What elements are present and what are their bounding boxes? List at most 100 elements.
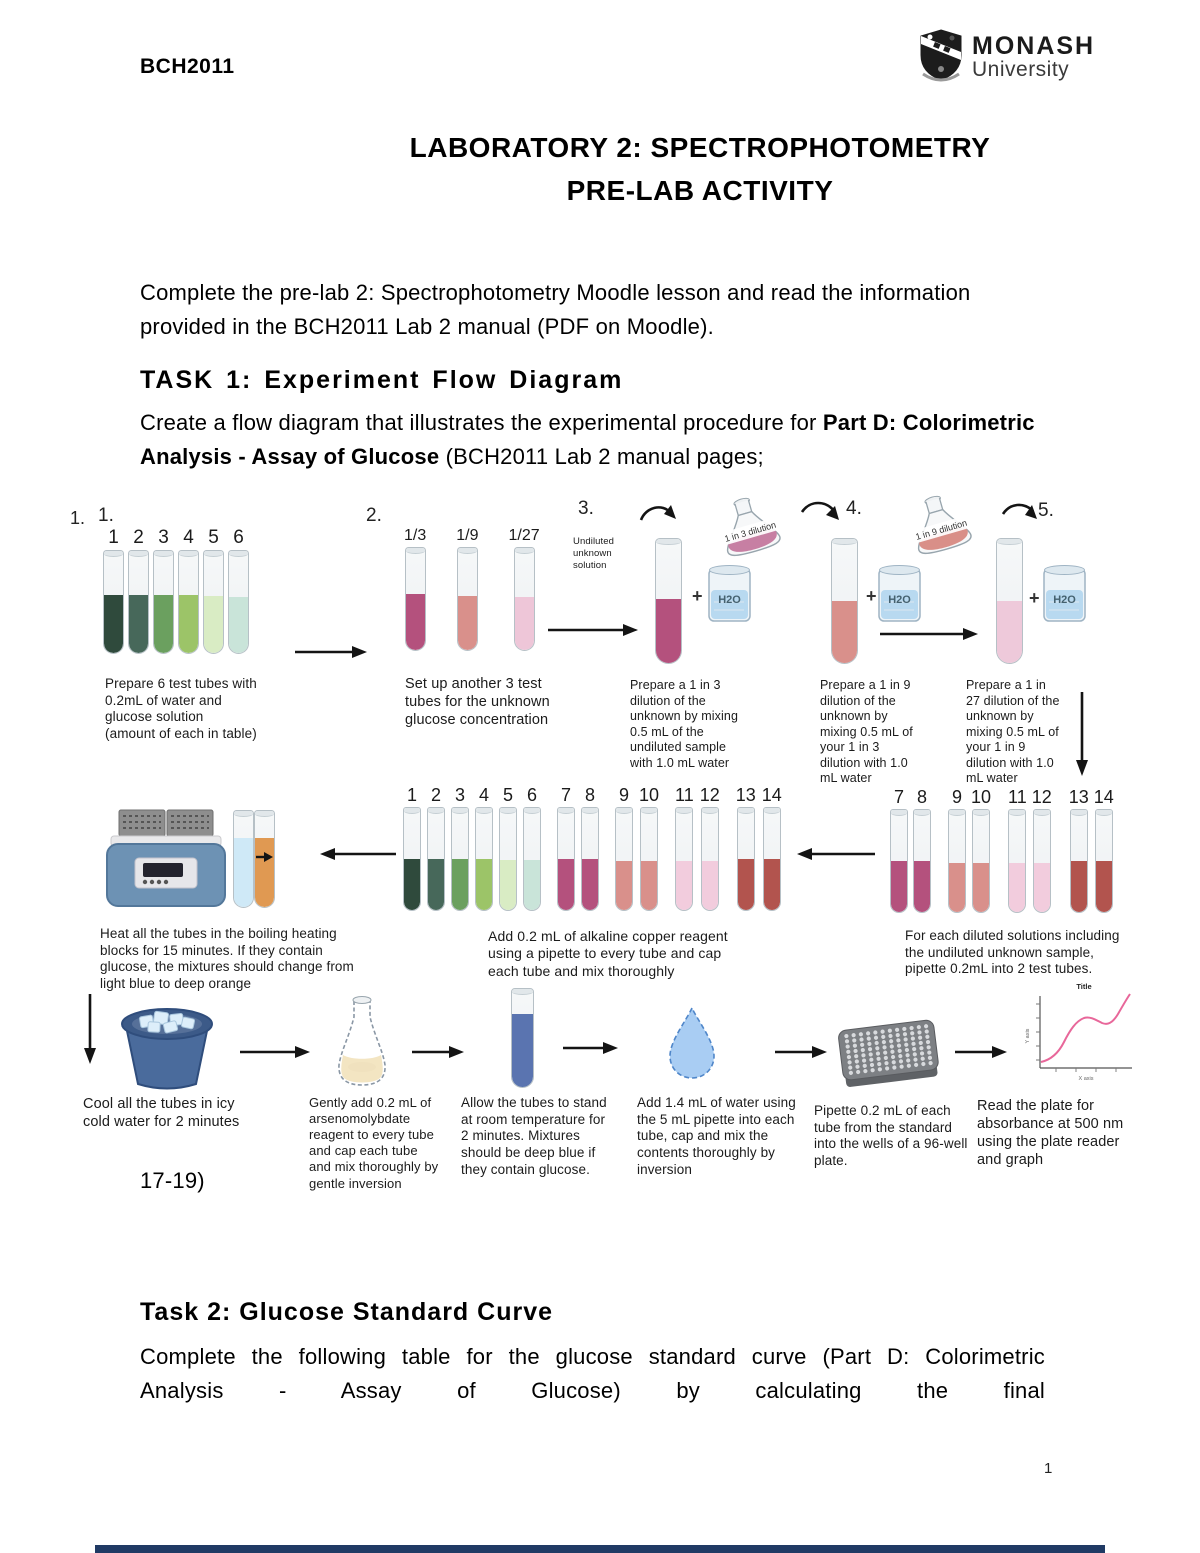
test-tube: 10 <box>971 788 991 913</box>
step2-tube-rack: 1/3 1/9 1/27 <box>404 528 540 651</box>
step3-number: 3. <box>578 498 594 519</box>
test-tube: 3 <box>153 528 174 654</box>
plate-caption: Pipette 0.2 mL of each tube from the sta… <box>814 1103 968 1169</box>
page-number: 1 <box>1044 1460 1053 1477</box>
shield-icon <box>918 28 964 87</box>
test-tube-label: 2 <box>430 785 441 805</box>
undiluted-unknown-label: Undiluted unknown solution <box>573 536 615 571</box>
task1-body-prefix: Create a flow diagram that illustrates t… <box>140 410 823 435</box>
test-tube: 5 <box>499 786 517 911</box>
arrow-right-icon <box>256 850 273 868</box>
test-tube: 1/3 <box>404 528 426 651</box>
test-tube-label: 8 <box>916 787 927 807</box>
test-tube: 1/9 <box>456 527 479 651</box>
step3-tube <box>655 538 682 664</box>
task1-body-bold: Part D: Colorimetric Analysis - Assay of… <box>140 410 1035 470</box>
test-tube: 1/27 <box>509 528 540 651</box>
test-tube-label: 1/3 <box>404 527 427 544</box>
logo-subname: University <box>972 57 1070 81</box>
test-tube: 13 <box>736 786 756 911</box>
test-tube-label: 10 <box>639 785 660 805</box>
arrow-right-icon <box>295 644 367 665</box>
step1-number: 1. <box>98 505 114 526</box>
test-tube: 6 <box>228 528 249 654</box>
arrow-right-icon <box>955 1044 1007 1065</box>
test-tube: 12 <box>1032 788 1052 913</box>
graph-x-label: X axis <box>1079 1076 1094 1082</box>
flask-liquid <box>919 528 968 550</box>
stand-tube <box>511 988 534 1088</box>
arrow-right-icon <box>548 622 638 643</box>
task1-heading: TASK 1: Experiment Flow Diagram <box>140 366 624 394</box>
test-tube-label: 13 <box>1068 787 1089 807</box>
test-tube: 8 <box>913 788 931 913</box>
test-tube: 4 <box>475 786 493 911</box>
task1-body-suffix: (BCH2011 Lab 2 manual pages; <box>439 444 764 470</box>
heating-block-icon <box>105 808 227 913</box>
task1-body: Create a flow diagram that illustrates t… <box>140 406 1070 474</box>
test-tube: 6 <box>523 786 541 911</box>
test-tube: 9 <box>615 786 633 911</box>
test-tube-label: 9 <box>618 785 629 805</box>
step5-caption: Prepare a 1 in 27 dilution of the unknow… <box>966 678 1060 785</box>
test-tube: 2 <box>128 528 149 654</box>
step2-number: 2. <box>366 505 382 526</box>
test-tube-label: 3 <box>454 785 465 805</box>
graph-y-label: Y axis <box>1025 1028 1031 1043</box>
logo-name: MONASH <box>972 31 1096 60</box>
test-tube-label: 9 <box>951 787 962 807</box>
list-number: 1. <box>70 508 86 528</box>
test-tube-label: 6 <box>233 527 244 548</box>
test-tube-label: 12 <box>699 785 720 805</box>
title-line1: LABORATORY 2: SPECTROPHOTOMETRY <box>409 132 991 163</box>
test-tube: 13 <box>1069 788 1089 913</box>
beaker-water-label: H2O <box>888 594 911 606</box>
test-tube: 12 <box>700 786 720 911</box>
test-tube-label: 1 <box>406 785 417 805</box>
arrow-right-icon <box>563 1040 618 1061</box>
pour-arrow-icon <box>638 502 680 545</box>
step4-tube <box>831 538 858 664</box>
pipette-caption: For each diluted solutions including the… <box>905 928 1120 977</box>
beaker-water-label: H2O <box>718 594 741 606</box>
test-tube-label: 14 <box>761 785 782 805</box>
stand-caption: Allow the tubes to stand at room tempera… <box>461 1095 607 1177</box>
test-tube-label: 6 <box>526 785 537 805</box>
beaker-water-label: H2O <box>1053 594 1076 606</box>
test-tube-label: 13 <box>735 785 756 805</box>
test-tube-label: 1/9 <box>456 527 479 544</box>
step4-caption: Prepare a 1 in 9 dilution of the unknown… <box>820 678 913 785</box>
test-tube: 11 <box>1008 788 1027 913</box>
test-tube-label: 5 <box>208 527 219 548</box>
test-tube: 9 <box>948 788 966 913</box>
monash-logo: MONASH University <box>918 28 1095 87</box>
task1-pages-continued: 17-19) <box>140 1168 205 1193</box>
copper-caption: Add 0.2 mL of alkaline copper reagent us… <box>488 928 728 979</box>
standard-curve-graph: Title Y axis X axis <box>1020 980 1138 1095</box>
flask-icon: 1 in 9 dilution <box>890 483 990 567</box>
task2-body: Complete the following table for the glu… <box>140 1344 1045 1404</box>
test-tube-label: 4 <box>183 527 194 548</box>
test-tube-label: 4 <box>478 785 489 805</box>
test-tube: 11 <box>675 786 694 911</box>
test-tube-label: 5 <box>502 785 513 805</box>
read-caption: Read the plate for absorbance at 500 nm … <box>977 1098 1124 1168</box>
test-tube: 8 <box>581 786 599 911</box>
copper-tube-rack: 1 2 3 4 5 6 7 8 9 10 11 12 13 14 <box>403 786 782 911</box>
arrow-down-icon <box>1074 692 1090 781</box>
test-tube-label: 3 <box>158 527 169 548</box>
beaker-icon: H2O <box>876 562 923 629</box>
plus-sign: + <box>692 586 703 606</box>
step5-tube <box>996 538 1023 664</box>
arrow-left-icon <box>795 846 875 867</box>
arrow-down-icon <box>82 994 98 1069</box>
test-tube-label: 1 <box>108 527 119 548</box>
water-caption: Add 1.4 mL of water using the 5 mL pipet… <box>637 1095 796 1177</box>
test-tube: 7 <box>890 788 908 913</box>
water-drop-icon <box>666 1005 718 1086</box>
table-top-border-bar <box>95 1545 1105 1553</box>
test-tube-label: 12 <box>1031 787 1052 807</box>
arrow-right-icon <box>412 1044 464 1065</box>
test-tube: 5 <box>203 528 224 654</box>
